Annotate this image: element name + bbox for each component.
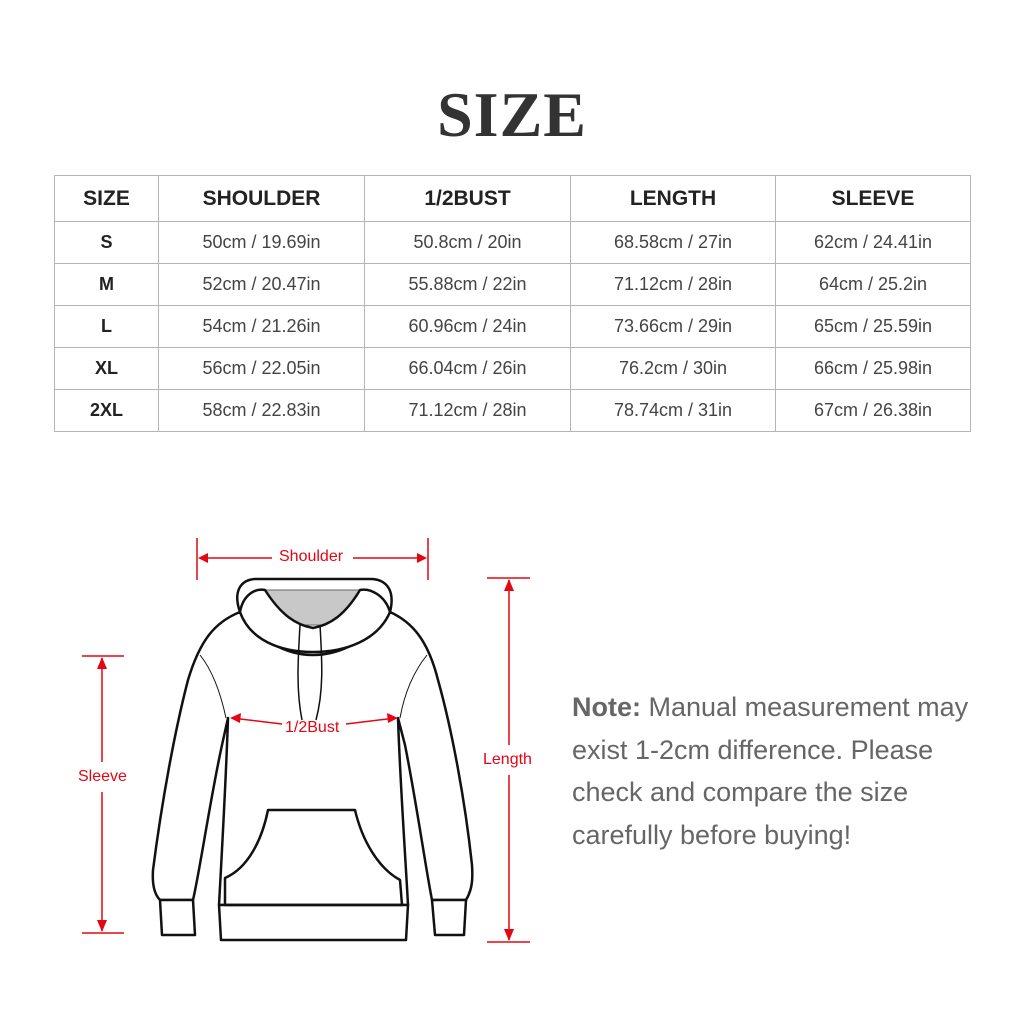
shoulder-label: Shoulder	[279, 548, 344, 565]
table-row: S 50cm / 19.69in 50.8cm / 20in 68.58cm / 27…	[54, 221, 971, 264]
measurement-cell: 73.66cm / 29in	[570, 305, 776, 348]
measurement-cell: 54cm / 21.26in	[158, 305, 365, 348]
measurement-cell: 66cm / 25.98in	[775, 347, 971, 390]
header-cell: SLEEVE	[775, 175, 971, 222]
measurement-cell: 71.12cm / 28in	[570, 263, 776, 306]
measurement-cell: 64cm / 25.2in	[775, 263, 971, 306]
size-cell: M	[54, 263, 159, 306]
size-cell: 2XL	[54, 389, 159, 432]
bust-arrow	[230, 713, 398, 725]
table-row: L 54cm / 21.26in 60.96cm / 24in 73.66cm / 2…	[54, 305, 971, 348]
length-label: Length	[483, 751, 532, 768]
measurement-cell: 68.58cm / 27in	[570, 221, 776, 264]
note: Note: Manual measurement may exist 1-2cm…	[572, 686, 992, 856]
measurement-cell: 78.74cm / 31in	[570, 389, 776, 432]
size-cell: L	[54, 305, 159, 348]
note-text: Manual measurement may exist 1-2cm diffe…	[572, 692, 969, 850]
size-table: SIZE SHOULDER 1/2BUST LENGTH SLEEVE S 50c…	[54, 175, 971, 432]
table-row: M 52cm / 20.47in 55.88cm / 22in 71.12cm / 2…	[54, 263, 971, 306]
measurement-cell: 56cm / 22.05in	[158, 347, 365, 390]
size-cell: S	[54, 221, 159, 264]
measurement-cell: 58cm / 22.83in	[158, 389, 365, 432]
page-title: SIZE	[437, 79, 587, 150]
measurement-cell: 62cm / 24.41in	[775, 221, 971, 264]
header-cell: SIZE	[54, 175, 159, 222]
length-arrow	[487, 577, 530, 943]
note-label: Note:	[572, 692, 641, 722]
table-row: XL 56cm / 22.05in 66.04cm / 26in 76.2cm / 3…	[54, 347, 971, 390]
measurement-cell: 65cm / 25.59in	[775, 305, 971, 348]
measurement-cell: 67cm / 26.38in	[775, 389, 971, 432]
measurement-cell: 50cm / 19.69in	[158, 221, 365, 264]
hoodie-icon	[151, 577, 474, 942]
measurement-cell: 52cm / 20.47in	[158, 263, 365, 306]
bust-label: 1/2Bust	[285, 719, 340, 736]
shoulder-arrow	[196, 538, 429, 580]
table-header-row: SIZE SHOULDER 1/2BUST LENGTH SLEEVE	[54, 175, 971, 222]
header-cell: 1/2BUST	[364, 175, 571, 222]
measurement-cell: 71.12cm / 28in	[364, 389, 571, 432]
header-cell: SHOULDER	[158, 175, 365, 222]
measurement-cell: 55.88cm / 22in	[364, 263, 571, 306]
sleeve-arrow	[82, 655, 124, 934]
sleeve-label: Sleeve	[78, 768, 127, 785]
table-row: 2XL 58cm / 22.83in 71.12cm / 28in 78.74cm /…	[54, 389, 971, 432]
